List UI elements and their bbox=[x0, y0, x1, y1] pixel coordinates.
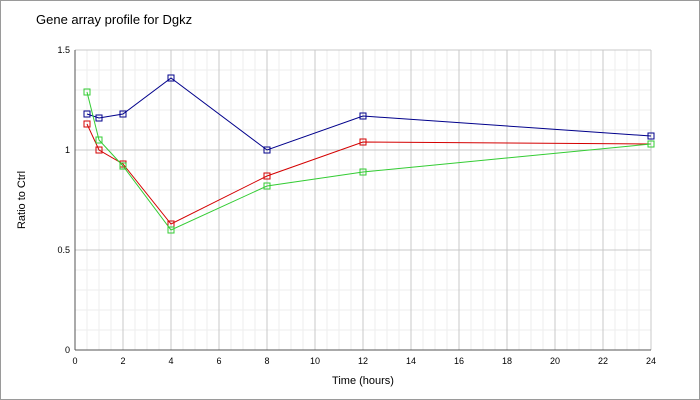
y-tick-label: 0 bbox=[65, 345, 70, 355]
y-tick-label: 1 bbox=[65, 145, 70, 155]
x-tick-label: 18 bbox=[502, 356, 512, 366]
data-point-marker bbox=[119, 162, 127, 170]
data-point-marker bbox=[359, 112, 367, 120]
data-point-marker bbox=[83, 88, 91, 96]
x-tick-label: 8 bbox=[264, 356, 269, 366]
data-point-marker bbox=[83, 110, 91, 118]
x-axis-label: Time (hours) bbox=[332, 375, 394, 387]
data-point-marker bbox=[83, 120, 91, 128]
x-tick-label: 20 bbox=[550, 356, 560, 366]
series-line bbox=[86, 77, 652, 151]
data-point-marker bbox=[359, 138, 367, 146]
series-group bbox=[83, 74, 655, 234]
data-point-marker bbox=[359, 168, 367, 176]
series-line bbox=[86, 91, 652, 231]
x-tick-label: 14 bbox=[406, 356, 416, 366]
axes bbox=[74, 50, 651, 351]
data-point-marker bbox=[119, 110, 127, 118]
series-3 bbox=[83, 88, 655, 234]
series-line bbox=[86, 123, 652, 225]
data-point-marker bbox=[95, 114, 103, 122]
x-tick-label: 12 bbox=[358, 356, 368, 366]
x-tick-label: 6 bbox=[216, 356, 221, 366]
data-point-marker bbox=[647, 140, 655, 148]
series-1 bbox=[83, 74, 655, 154]
data-point-marker bbox=[95, 146, 103, 154]
data-point-marker bbox=[263, 146, 271, 154]
data-point-marker bbox=[167, 226, 175, 234]
x-tick-label: 24 bbox=[646, 356, 656, 366]
x-tick-label: 10 bbox=[310, 356, 320, 366]
y-tick-label: 1.5 bbox=[57, 45, 70, 55]
y-tick-label: 0.5 bbox=[57, 245, 70, 255]
x-tick-label: 4 bbox=[168, 356, 173, 366]
x-tick-label: 2 bbox=[120, 356, 125, 366]
x-tick-label: 0 bbox=[72, 356, 77, 366]
series-2 bbox=[83, 120, 655, 228]
data-point-marker bbox=[647, 132, 655, 140]
y-axis-label: Ratio to Ctrl bbox=[16, 171, 28, 229]
x-tick-label: 16 bbox=[454, 356, 464, 366]
data-point-marker bbox=[95, 136, 103, 144]
data-point-marker bbox=[263, 182, 271, 190]
data-point-marker bbox=[167, 74, 175, 82]
data-point-marker bbox=[263, 172, 271, 180]
chart-title: Gene array profile for Dgkz bbox=[36, 12, 192, 27]
x-tick-label: 22 bbox=[598, 356, 608, 366]
